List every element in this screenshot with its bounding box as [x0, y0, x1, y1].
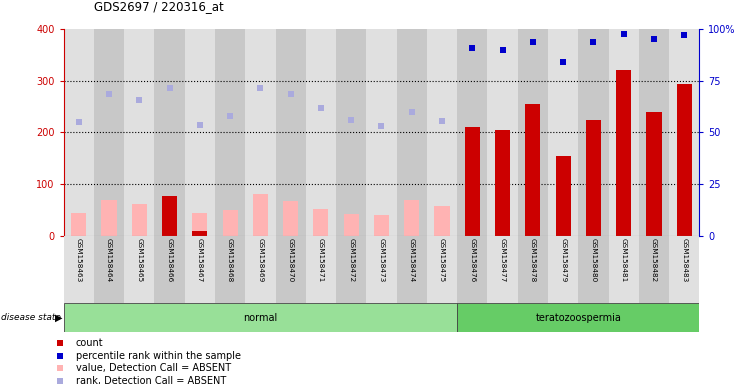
Bar	[639, 29, 669, 236]
Bar	[283, 201, 298, 236]
Bar	[343, 214, 359, 236]
Bar	[313, 209, 328, 236]
Bar	[215, 236, 245, 303]
Bar	[192, 231, 207, 236]
Bar	[64, 29, 94, 236]
Text: rank, Detection Call = ABSENT: rank, Detection Call = ABSENT	[76, 376, 226, 384]
Bar	[162, 196, 177, 236]
Text: teratozoospermia: teratozoospermia	[536, 313, 621, 323]
Text: GSM158466: GSM158466	[167, 238, 173, 282]
Text: GSM158477: GSM158477	[500, 238, 506, 282]
Text: GSM158467: GSM158467	[197, 238, 203, 282]
Text: count: count	[76, 338, 103, 348]
Text: GSM158474: GSM158474	[408, 238, 414, 282]
Bar	[525, 104, 540, 236]
Text: GSM158473: GSM158473	[378, 238, 384, 282]
Text: GSM158482: GSM158482	[651, 238, 657, 282]
Bar	[275, 236, 306, 303]
Bar	[646, 112, 661, 236]
Bar	[154, 236, 185, 303]
Text: GSM158481: GSM158481	[621, 238, 627, 282]
Bar	[374, 215, 389, 236]
Bar	[404, 200, 420, 236]
Text: GSM158479: GSM158479	[560, 238, 566, 282]
Bar	[306, 29, 336, 236]
Text: percentile rank within the sample: percentile rank within the sample	[76, 351, 241, 361]
Bar	[367, 236, 396, 303]
Bar	[396, 236, 427, 303]
Bar	[192, 213, 207, 236]
Text: GSM158483: GSM158483	[681, 238, 687, 282]
Text: GSM158470: GSM158470	[288, 238, 294, 282]
Bar	[222, 210, 238, 236]
Text: GSM158476: GSM158476	[469, 238, 475, 282]
Bar	[71, 213, 86, 236]
Bar	[245, 29, 275, 236]
Text: normal: normal	[243, 313, 278, 323]
Bar	[124, 29, 154, 236]
Text: GSM158464: GSM158464	[106, 238, 112, 282]
Bar	[215, 29, 245, 236]
Bar	[367, 29, 396, 236]
Bar	[185, 29, 215, 236]
Bar	[94, 29, 124, 236]
Bar	[578, 236, 609, 303]
Bar	[124, 236, 154, 303]
Bar	[495, 131, 510, 236]
Bar	[465, 127, 480, 236]
Bar	[253, 194, 268, 236]
Bar	[457, 303, 699, 332]
Bar	[132, 204, 147, 236]
Text: GSM158465: GSM158465	[136, 238, 142, 282]
Bar	[306, 236, 336, 303]
Bar	[609, 236, 639, 303]
Bar	[154, 29, 185, 236]
Bar	[586, 119, 601, 236]
Text: GSM158480: GSM158480	[590, 238, 596, 282]
Text: GSM158478: GSM158478	[530, 238, 536, 282]
Bar	[457, 29, 488, 236]
Bar	[677, 84, 692, 236]
Bar	[669, 236, 699, 303]
Bar	[64, 303, 457, 332]
Bar	[518, 236, 548, 303]
Bar	[488, 29, 518, 236]
Bar	[556, 156, 571, 236]
Bar	[427, 236, 457, 303]
Bar	[548, 29, 578, 236]
Bar	[609, 29, 639, 236]
Text: GSM158475: GSM158475	[439, 238, 445, 282]
Bar	[616, 70, 631, 236]
Bar	[518, 29, 548, 236]
Text: GSM158472: GSM158472	[349, 238, 355, 282]
Bar	[639, 236, 669, 303]
Text: value, Detection Call = ABSENT: value, Detection Call = ABSENT	[76, 363, 231, 373]
Text: GSM158471: GSM158471	[318, 238, 324, 282]
Bar	[185, 236, 215, 303]
Text: GSM158463: GSM158463	[76, 238, 82, 282]
Bar	[548, 236, 578, 303]
Text: ▶: ▶	[55, 313, 62, 323]
Text: disease state: disease state	[1, 313, 61, 322]
Bar	[488, 236, 518, 303]
Bar	[336, 236, 367, 303]
Bar	[427, 29, 457, 236]
Text: GDS2697 / 220316_at: GDS2697 / 220316_at	[94, 0, 223, 13]
Bar	[435, 206, 450, 236]
Bar	[457, 236, 488, 303]
Text: GSM158469: GSM158469	[257, 238, 263, 282]
Bar	[245, 236, 275, 303]
Bar	[578, 29, 609, 236]
Bar	[669, 29, 699, 236]
Bar	[396, 29, 427, 236]
Bar	[102, 200, 117, 236]
Bar	[94, 236, 124, 303]
Bar	[275, 29, 306, 236]
Text: GSM158468: GSM158468	[227, 238, 233, 282]
Bar	[336, 29, 367, 236]
Bar	[64, 236, 94, 303]
